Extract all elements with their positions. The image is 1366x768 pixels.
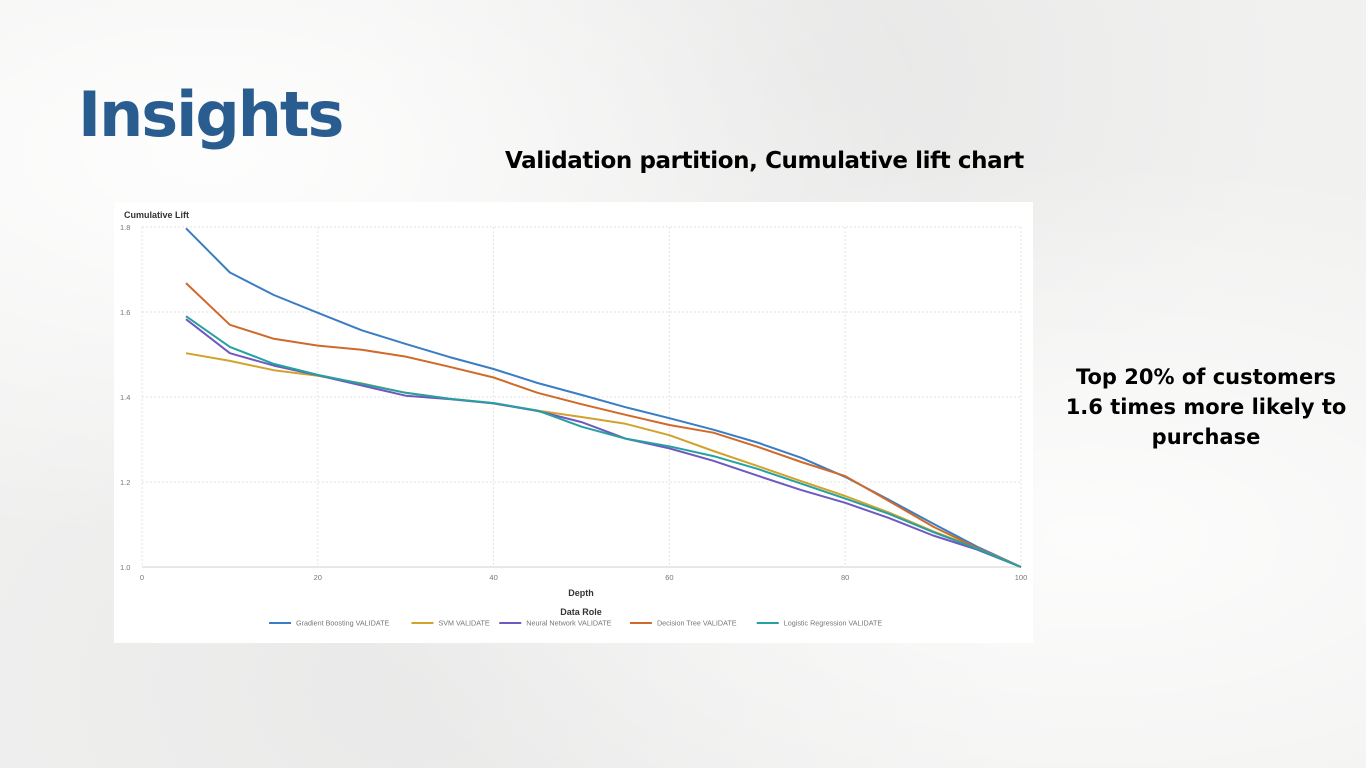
- y-axis-title: Cumulative Lift: [124, 210, 189, 220]
- legend-label: SVM VALIDATE: [438, 619, 489, 628]
- series-lines: [185, 227, 1022, 568]
- legend-label: Gradient Boosting VALIDATE: [296, 619, 389, 628]
- y-tick-label: 1.6: [120, 308, 130, 317]
- grid: [141, 226, 1022, 568]
- slide-title: Insights: [78, 78, 344, 151]
- series-line: [185, 352, 1022, 568]
- x-tick-label: 60: [665, 573, 673, 582]
- y-tick-label: 1.8: [120, 223, 130, 232]
- legend-label: Neural Network VALIDATE: [526, 619, 611, 628]
- legend: Gradient Boosting VALIDATE SVM VALIDATE Ne…: [269, 619, 882, 628]
- x-tick-label: 0: [140, 573, 144, 582]
- x-tick-label: 80: [841, 573, 849, 582]
- series-line: [185, 318, 1022, 568]
- y-tick-label: 1.2: [120, 478, 130, 487]
- insight-callout: Top 20% of customers 1.6 times more like…: [1058, 362, 1354, 452]
- x-tick-label: 40: [489, 573, 497, 582]
- insight-line: Top 20% of customers: [1075, 365, 1337, 389]
- insight-line: purchase: [1151, 425, 1261, 449]
- y-tick-label: 1.0: [120, 563, 130, 572]
- series-line: [185, 282, 1022, 568]
- insight-line: 1.6 times more likely to: [1065, 395, 1347, 419]
- lift-chart-panel: Cumulative Lift Depth Data Role 1.0 1.2 1.…: [114, 202, 1033, 643]
- x-tick-label: 100: [1015, 573, 1028, 582]
- chart-subtitle: Validation partition, Cumulative lift ch…: [505, 148, 1024, 174]
- legend-label: Decision Tree VALIDATE: [657, 619, 737, 628]
- cumulative-lift-chart: Cumulative Lift Depth Data Role 1.01.21.…: [120, 210, 1027, 628]
- tick-labels: 1.0 1.2 1.4 1.6 1.8 0 20 40 60 80 100: [120, 223, 1027, 582]
- x-axis-title: Depth: [568, 588, 594, 598]
- legend-title: Data Role: [560, 607, 602, 617]
- legend-label: Logistic Regression VALIDATE: [784, 619, 883, 628]
- series-line: [185, 315, 1022, 568]
- x-tick-label: 20: [314, 573, 322, 582]
- y-tick-label: 1.4: [120, 393, 130, 402]
